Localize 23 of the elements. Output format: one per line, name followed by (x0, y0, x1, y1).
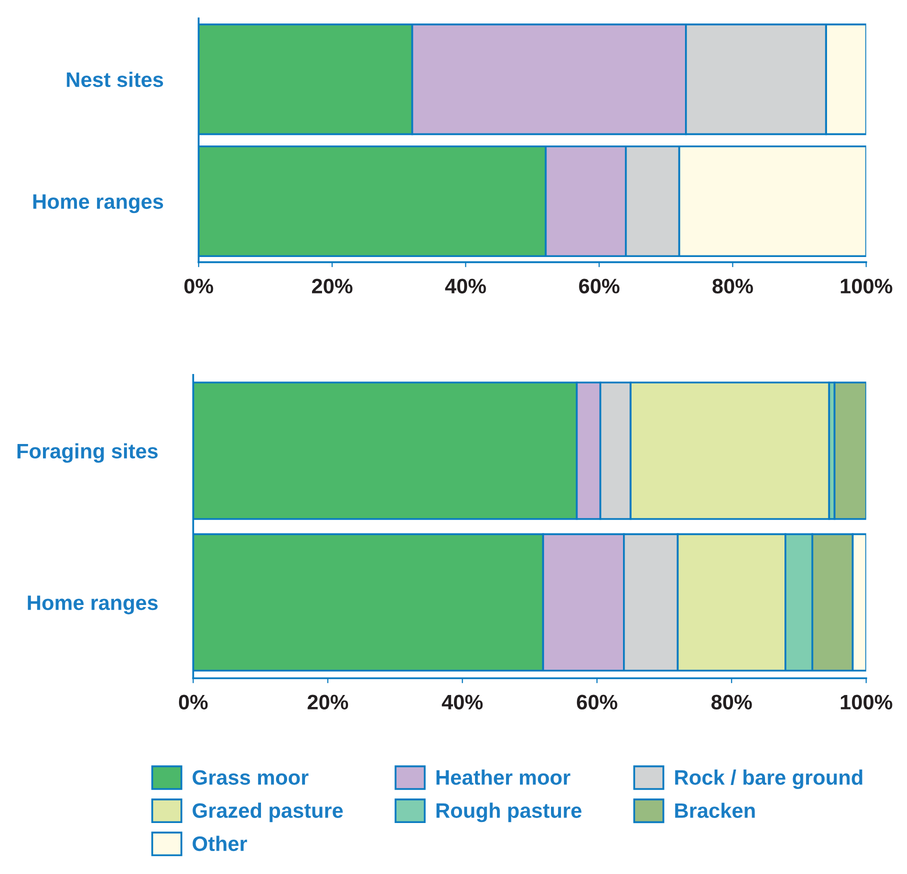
legend-label: Rock / bare ground (675, 770, 862, 790)
x-tick-label: 40% (442, 694, 483, 710)
x-tick-label: 0% (184, 278, 214, 294)
legend-label: Rough pasture (436, 802, 582, 822)
y-tick-label: Foraging sites (17, 443, 158, 463)
x-tick-label: 80% (711, 694, 752, 710)
legend-label: Grass moor (192, 770, 308, 785)
x-tick-label: 100% (840, 278, 892, 294)
x-tick-label: 20% (312, 278, 352, 294)
legend-label: Grazed pasture (192, 802, 343, 822)
y-tick-label: Home ranges (33, 194, 164, 214)
x-tick-label: 100% (840, 694, 892, 710)
legend-label: Heather moor (436, 770, 570, 785)
x-tick-label: 40% (445, 278, 486, 294)
x-tick-label: 80% (712, 278, 753, 294)
x-tick-label: 60% (576, 694, 618, 710)
x-tick-label: 0% (178, 694, 208, 710)
y-tick-label: Nest sites (66, 72, 164, 88)
x-tick-label: 60% (579, 278, 620, 294)
legend-label: Bracken (675, 802, 755, 818)
legend-label: Other (192, 836, 248, 852)
x-tick-label: 20% (308, 694, 348, 710)
y-tick-label: Home ranges (28, 596, 158, 614)
